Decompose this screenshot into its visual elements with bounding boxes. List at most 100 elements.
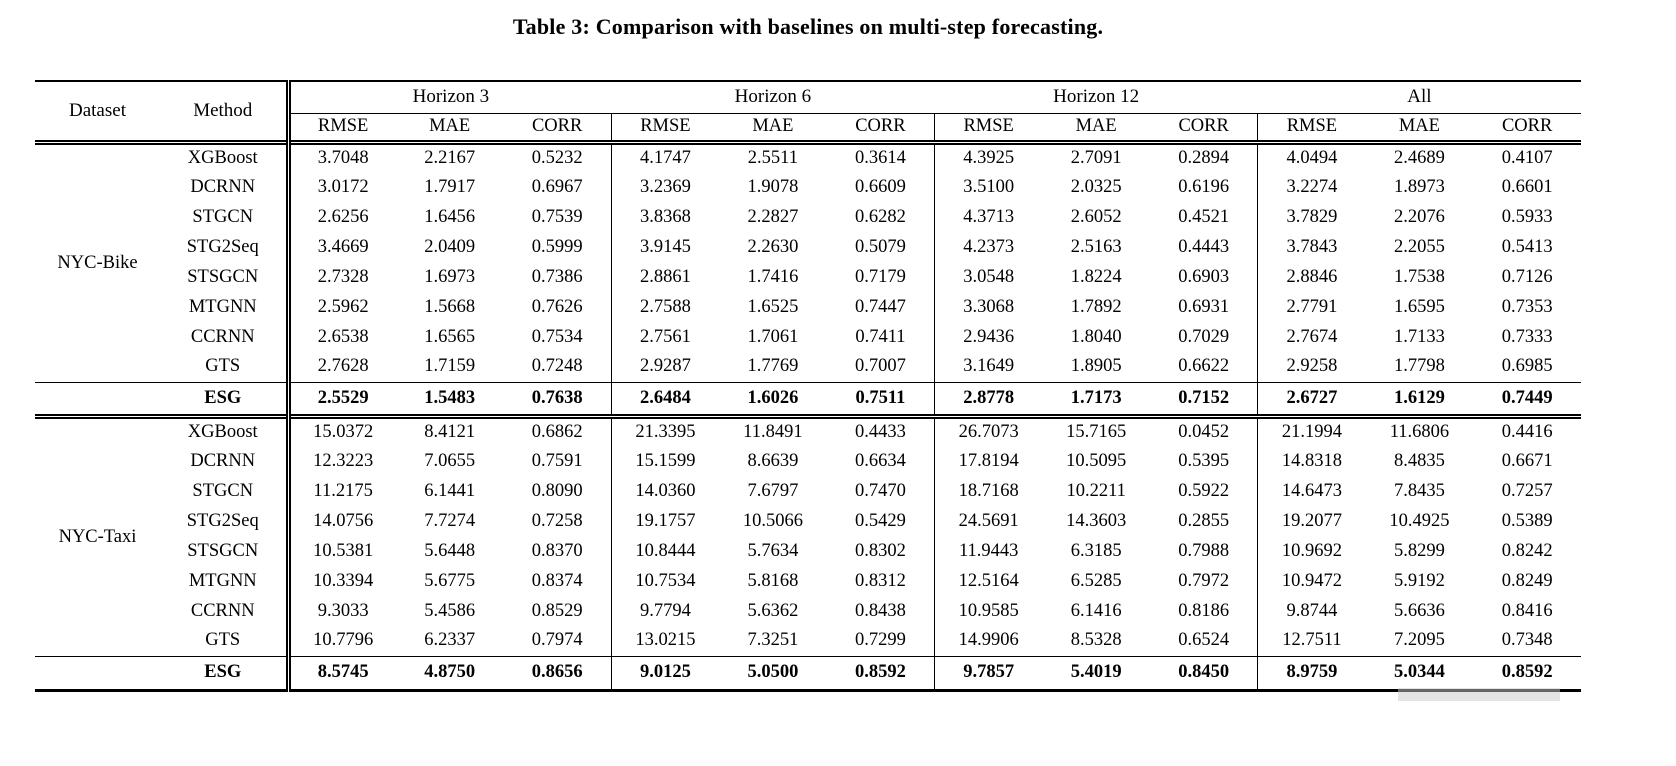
value-cell: 1.8040	[1070, 326, 1122, 347]
value-cell: 2.6052	[1070, 206, 1122, 227]
table-row: STG2Seq 3.4669 2.0409 0.5999 3.9145 2.2630 0.5…	[35, 232, 1581, 262]
value-cell: 2.2827	[747, 206, 799, 227]
value-cell: 2.7091	[1070, 147, 1122, 168]
value-cell: 0.4521	[1178, 206, 1230, 227]
value-cell: 3.2369	[610, 172, 720, 202]
header-metric-corr: CORR	[1178, 116, 1229, 136]
value-cell: 3.7048	[285, 142, 396, 172]
value-cell: 0.8592	[854, 662, 906, 682]
header-all: All	[1257, 81, 1582, 114]
value-cell: 10.5066	[742, 510, 803, 531]
value-cell: 1.8905	[1070, 356, 1122, 377]
value-cell: 2.5511	[747, 147, 798, 168]
value-cell: 0.0452	[1178, 421, 1230, 442]
table-row: NYC-Taxi XGBoost 15.0372 8.4121 0.6862 21.339…	[35, 416, 1581, 547]
header-metric-corr: CORR	[531, 116, 583, 136]
value-cell: 3.7829	[1257, 202, 1366, 232]
method-label: STGCN	[192, 480, 254, 501]
value-cell: 7.0655	[424, 450, 476, 471]
value-cell: 10.8444	[610, 536, 720, 566]
value-cell: 6.5285	[1070, 570, 1122, 591]
value-cell: 5.4586	[424, 600, 476, 621]
value-cell: 3.3068	[934, 292, 1043, 322]
value-cell: 2.0409	[424, 236, 476, 257]
value-cell: 0.8090	[531, 480, 583, 501]
value-cell: 0.4433	[854, 421, 906, 442]
value-cell: 5.8168	[747, 570, 799, 591]
value-cell: 0.5429	[854, 510, 906, 531]
value-cell: 0.7007	[854, 356, 906, 377]
value-cell: 1.7538	[1393, 266, 1445, 287]
value-cell: 0.7248	[531, 356, 583, 377]
method-label: STG2Seq	[186, 236, 259, 257]
value-cell: 0.7411	[855, 326, 906, 347]
value-cell: 19.1757	[610, 506, 720, 536]
header-metric-mae: MAE	[1075, 116, 1117, 136]
value-cell: 0.6903	[1178, 266, 1230, 287]
value-cell: 4.1747	[610, 142, 720, 172]
value-cell: 0.4416	[1501, 421, 1553, 442]
value-cell: 26.7073	[934, 416, 1043, 446]
value-cell: 7.6797	[747, 480, 799, 501]
value-cell: 24.5691	[934, 506, 1043, 536]
value-cell: 0.6524	[1178, 630, 1230, 651]
value-cell: 2.5163	[1070, 236, 1122, 257]
value-cell: 0.7988	[1178, 540, 1230, 561]
value-cell: 13.0215	[610, 626, 720, 656]
value-cell: 15.0372	[285, 416, 396, 446]
value-cell: 10.7534	[610, 566, 720, 596]
value-cell: 0.7179	[854, 266, 906, 287]
value-cell: 2.6727	[1257, 382, 1366, 416]
value-cell: 14.9906	[934, 626, 1043, 656]
value-cell: 6.1441	[424, 480, 476, 501]
value-cell: 6.3185	[1070, 540, 1122, 561]
value-cell: 0.7591	[531, 450, 583, 471]
value-cell: 0.7029	[1178, 326, 1230, 347]
value-cell: 2.0325	[1070, 176, 1122, 197]
value-cell: 1.5668	[424, 296, 476, 317]
value-cell: 10.4925	[1389, 510, 1450, 531]
value-cell: 1.6595	[1393, 296, 1445, 317]
header-method: Method	[193, 99, 253, 121]
value-cell: 2.5962	[285, 292, 396, 322]
value-cell: 21.3395	[610, 416, 720, 446]
value-cell: 5.4019	[1070, 662, 1122, 682]
value-cell: 1.6525	[747, 296, 799, 317]
value-cell: 0.6622	[1178, 356, 1230, 377]
value-cell: 4.2373	[934, 232, 1043, 262]
value-cell: 0.7972	[1178, 570, 1230, 591]
value-cell: 0.5079	[854, 236, 906, 257]
value-cell: 0.8656	[531, 662, 583, 682]
value-cell: 4.0494	[1257, 142, 1366, 172]
value-cell: 0.6671	[1501, 450, 1553, 471]
value-cell: 0.8592	[1501, 662, 1553, 682]
value-cell: 2.7588	[610, 292, 720, 322]
value-cell: 0.6862	[531, 421, 583, 442]
value-cell: 5.6636	[1393, 600, 1445, 621]
value-cell: 2.7674	[1257, 322, 1366, 352]
value-cell: 0.6931	[1178, 296, 1230, 317]
value-cell: 12.7511	[1257, 626, 1366, 656]
value-cell: 14.3603	[1066, 510, 1127, 531]
value-cell: 1.5483	[424, 387, 476, 408]
method-label: STGCN	[192, 206, 254, 227]
value-cell: 2.7791	[1257, 292, 1366, 322]
value-cell: 0.5999	[531, 236, 583, 257]
table-row-esg: ESG 8.5745 4.8750 0.8656 9.0125 5.0500 0.8592 9…	[35, 656, 1582, 690]
value-cell: 14.8318	[1257, 446, 1366, 476]
value-cell: 0.6634	[854, 450, 906, 471]
value-cell: 17.8194	[934, 446, 1043, 476]
method-label: STSGCN	[187, 540, 259, 561]
value-cell: 6.2337	[424, 630, 476, 651]
value-cell: 4.3713	[934, 202, 1043, 232]
value-cell: 9.7857	[934, 656, 1043, 690]
header-metric-rmse: RMSE	[1257, 113, 1366, 142]
header-horizon-12: Horizon 12	[934, 81, 1258, 114]
header-metric-rmse: RMSE	[285, 113, 396, 142]
table-row: STSGCN 10.5381 5.6448 0.8370 10.8444 5.7634 0.…	[35, 536, 1581, 566]
value-cell: 0.7353	[1501, 296, 1553, 317]
header-row-groups: Dataset Method Horizon 3 Horizon 6 Horiz…	[35, 81, 1582, 121]
header-metric-corr: CORR	[855, 116, 906, 136]
header-metric-corr: CORR	[1501, 116, 1553, 136]
table-row: CCRNN 9.3033 5.4586 0.8529 9.7794 5.6362 0.843…	[35, 596, 1581, 626]
